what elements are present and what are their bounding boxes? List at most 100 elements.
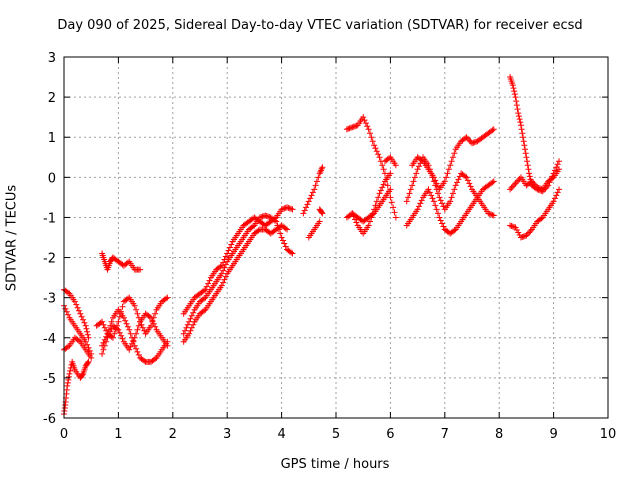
data-point [414, 166, 421, 173]
data-point-interp [134, 310, 141, 317]
data-point-interp [135, 322, 142, 329]
y-tick-label: 2 [48, 91, 56, 106]
data-point-interp [312, 182, 319, 189]
data-point-interp [511, 91, 518, 98]
data-point [82, 322, 89, 329]
data-point [104, 334, 111, 341]
data-point [164, 294, 171, 301]
data-point-interp [449, 190, 456, 197]
data-series [61, 154, 399, 417]
data-point [550, 198, 557, 205]
data-point-interp [388, 199, 395, 206]
data-point [520, 138, 527, 145]
data-point-interp [380, 181, 387, 188]
data-point-interp [467, 183, 474, 190]
data-point-interp [470, 139, 477, 146]
data-point-interp [526, 229, 533, 236]
data-point-interp [375, 194, 382, 201]
data-point [224, 250, 231, 257]
data-point-interp [352, 123, 359, 130]
data-point [284, 204, 291, 211]
data-point-interp [288, 205, 295, 212]
data-point-interp [519, 130, 526, 137]
data-series [61, 154, 563, 361]
data-point [316, 218, 323, 225]
data-point-interp [182, 327, 189, 334]
data-point-interp [448, 158, 455, 165]
data-point-interp [508, 222, 515, 229]
data-point-interp [415, 163, 422, 170]
data-point [447, 198, 454, 205]
axes-frame [63, 56, 609, 419]
data-point-interp [455, 176, 462, 183]
data-point-interp [454, 179, 461, 186]
data-point-interp [222, 273, 229, 280]
data-point-interp [281, 205, 288, 212]
tick-labels: 0 1 2 3 4 5 6 7 8 9 10 -6 -5 -4 -3 -2 -1 0 1 2 3 [43, 51, 616, 442]
data-point-interp [108, 318, 115, 325]
data-point [515, 110, 522, 117]
data-point-interp [226, 244, 233, 251]
data-point-interp [141, 327, 148, 334]
data-point-interp [105, 331, 112, 338]
data-point-interp [373, 148, 380, 155]
data-point-interp [448, 194, 455, 201]
data-point-interp [350, 123, 357, 130]
data-point-interp [74, 304, 81, 311]
data-point-interp [373, 198, 380, 205]
data-point-interp [130, 337, 137, 344]
data-point-interp [439, 200, 446, 207]
data-point-interp [513, 178, 520, 185]
data-point-interp [135, 351, 142, 358]
data-point-interp [375, 151, 382, 158]
data-point-interp [517, 119, 524, 126]
data-point-interp [439, 220, 446, 227]
data-point-interp [426, 166, 433, 173]
data-point [66, 370, 73, 377]
data-point-interp [63, 308, 70, 315]
y-tick-label: -5 [43, 372, 56, 387]
data-point-interp [65, 343, 72, 350]
data-point [490, 178, 497, 185]
data-point [126, 326, 133, 333]
data-point-interp [84, 331, 91, 338]
data-point-interp [190, 309, 197, 316]
data-point-interp [417, 160, 424, 167]
x-tick-label: 4 [277, 427, 285, 442]
data-point [387, 186, 394, 193]
data-point-interp [369, 210, 376, 217]
data-point-interp [67, 367, 74, 374]
data-point-interp [138, 321, 145, 328]
data-point-interp [64, 379, 71, 386]
data-point-interp [201, 307, 208, 314]
data-point-interp [133, 330, 140, 337]
data-point-interp [471, 139, 478, 146]
data-point [360, 114, 367, 121]
x-tick-label: 0 [60, 427, 68, 442]
data-point-interp [65, 289, 72, 296]
data-point [218, 282, 225, 289]
data-point [148, 314, 155, 321]
data-point [469, 140, 475, 147]
data-point [371, 142, 378, 149]
data-point-interp [462, 173, 469, 180]
data-point-interp [203, 283, 210, 290]
data-point [526, 170, 533, 177]
data-point-interp [551, 167, 558, 174]
data-point-interp [451, 227, 458, 234]
x-tick-label: 8 [495, 427, 503, 442]
data-point [441, 178, 448, 185]
data-point-interp [384, 182, 391, 189]
data-point-interp [100, 346, 107, 353]
data-point-interp [124, 295, 131, 302]
data-point [376, 190, 383, 197]
data-point-interp [124, 323, 131, 330]
data-point [387, 194, 394, 201]
data-point-interp [511, 88, 518, 95]
data-point [99, 318, 106, 325]
data-point-interp [282, 225, 289, 232]
data-point-interp [515, 113, 522, 120]
data-point [186, 330, 193, 337]
data-point-interp [553, 192, 560, 199]
data-point [289, 250, 296, 257]
